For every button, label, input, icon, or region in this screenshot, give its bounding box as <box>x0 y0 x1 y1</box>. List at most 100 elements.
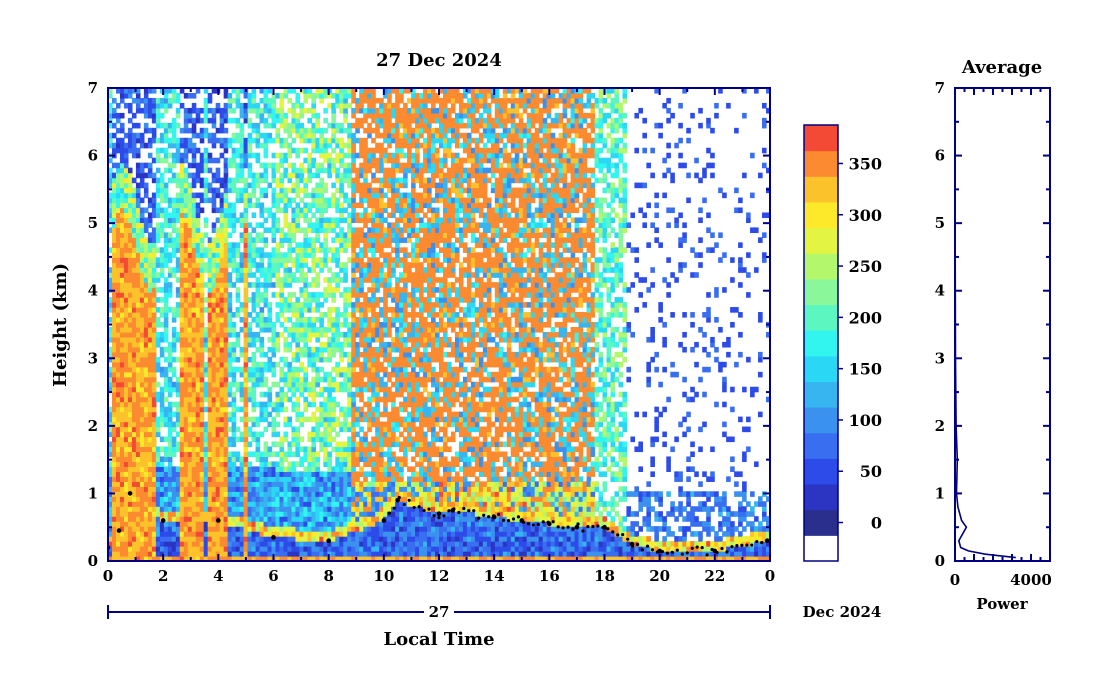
heatmap-cell <box>139 381 145 388</box>
heatmap-cell <box>203 232 209 238</box>
heatmap-cell <box>339 501 344 507</box>
heatmap-cell <box>187 386 193 393</box>
heatmap-cell <box>223 406 229 413</box>
heatmap-cell <box>311 381 316 388</box>
heatmap-cell <box>108 137 113 144</box>
heatmap-cell <box>151 297 157 303</box>
heatmap-cell <box>303 257 308 263</box>
heatmap-cell <box>171 401 177 408</box>
heatmap-cell <box>311 471 316 477</box>
heatmap-cell <box>247 162 253 169</box>
heatmap-cell <box>147 506 153 512</box>
heatmap-cell <box>183 366 189 373</box>
heatmap-cell <box>223 436 229 443</box>
heatmap-cell <box>219 476 225 482</box>
heatmap-cell <box>291 88 297 94</box>
heatmap-cell <box>367 237 372 243</box>
heatmap-cell <box>291 182 297 189</box>
heatmap-cell <box>315 501 320 507</box>
heatmap-cell <box>247 232 253 238</box>
heatmap-cell <box>191 461 197 467</box>
heatmap-cell <box>231 322 237 328</box>
heatmap-cell <box>235 312 241 318</box>
heatmap-cell <box>139 247 145 253</box>
heatmap-cell <box>143 451 149 458</box>
heatmap-cell <box>295 222 301 229</box>
heatmap-cell <box>255 466 261 472</box>
heatmap-cell <box>367 451 372 458</box>
heatmap-cell <box>251 526 257 532</box>
heatmap-cell <box>315 451 320 458</box>
heatmap-cell <box>139 346 145 353</box>
heatmap-cell <box>319 207 324 214</box>
heatmap-cell <box>367 406 372 413</box>
heatmap-cell <box>311 262 316 268</box>
heatmap-cell <box>259 322 265 328</box>
heatmap-cell <box>275 292 281 298</box>
heatmap-cell <box>111 426 117 433</box>
heatmap-cell <box>171 172 177 179</box>
heatmap-cell <box>111 441 117 448</box>
heatmap-cell <box>211 277 217 283</box>
heatmap-cell <box>315 127 320 134</box>
heatmap-cell <box>251 272 257 278</box>
heatmap-cell <box>327 167 332 174</box>
heatmap-cell <box>191 441 197 448</box>
heatmap-cell <box>355 501 360 507</box>
heatmap-cell <box>343 97 348 104</box>
heatmap-cell <box>147 426 153 433</box>
heatmap-cell <box>155 541 161 547</box>
heatmap-cell <box>299 436 305 443</box>
heatmap-cell <box>315 167 320 174</box>
heatmap-cell <box>347 451 352 458</box>
heatmap-cell <box>139 496 145 502</box>
heatmap-cell <box>307 117 312 124</box>
heatmap-cell <box>203 471 209 477</box>
heatmap-cell <box>323 277 328 283</box>
heatmap-cell <box>319 376 324 383</box>
heatmap-cell <box>123 526 129 532</box>
heatmap-cell <box>211 486 217 492</box>
heatmap-cell <box>331 102 336 109</box>
heatmap-cell <box>219 277 225 283</box>
heatmap-cell <box>115 331 121 338</box>
heatmap-cell <box>167 446 173 453</box>
heatmap-cell <box>235 341 241 348</box>
heatmap-cell <box>263 381 269 388</box>
heatmap-cell <box>235 247 241 253</box>
heatmap-cell <box>355 446 360 453</box>
heatmap-cell <box>259 88 265 94</box>
heatmap-cell <box>119 546 125 552</box>
heatmap-cell <box>163 371 169 378</box>
heatmap-cell <box>211 262 217 268</box>
heatmap-cell <box>187 501 193 507</box>
heatmap-cell <box>127 391 133 398</box>
heatmap-cell <box>347 506 352 512</box>
heatmap-cell <box>223 556 229 561</box>
heatmap-cell <box>319 192 324 199</box>
heatmap-cell <box>263 92 269 99</box>
heatmap-cell <box>127 421 133 428</box>
heatmap-cell <box>147 536 153 542</box>
heatmap-cell <box>139 551 145 557</box>
heatmap-cell <box>287 521 293 527</box>
heatmap-cell <box>127 346 133 353</box>
heatmap-cell <box>323 521 328 527</box>
heatmap-cell <box>231 217 237 224</box>
heatmap-cell <box>131 346 137 353</box>
heatmap-cell <box>163 326 169 333</box>
heatmap-cell <box>123 237 129 243</box>
heatmap-cell <box>291 307 297 313</box>
heatmap-cell <box>167 481 173 487</box>
heatmap-cell <box>335 317 340 323</box>
heatmap-cell <box>359 292 364 298</box>
heatmap-cell <box>335 456 340 463</box>
heatmap-cell <box>255 436 261 443</box>
heatmap-cell <box>319 88 324 94</box>
heatmap-cell <box>139 426 145 433</box>
heatmap-cell <box>187 431 193 438</box>
heatmap-cell <box>303 451 308 458</box>
heatmap-cell <box>159 172 165 179</box>
heatmap-cell <box>203 436 209 443</box>
heatmap-cell <box>207 491 213 497</box>
